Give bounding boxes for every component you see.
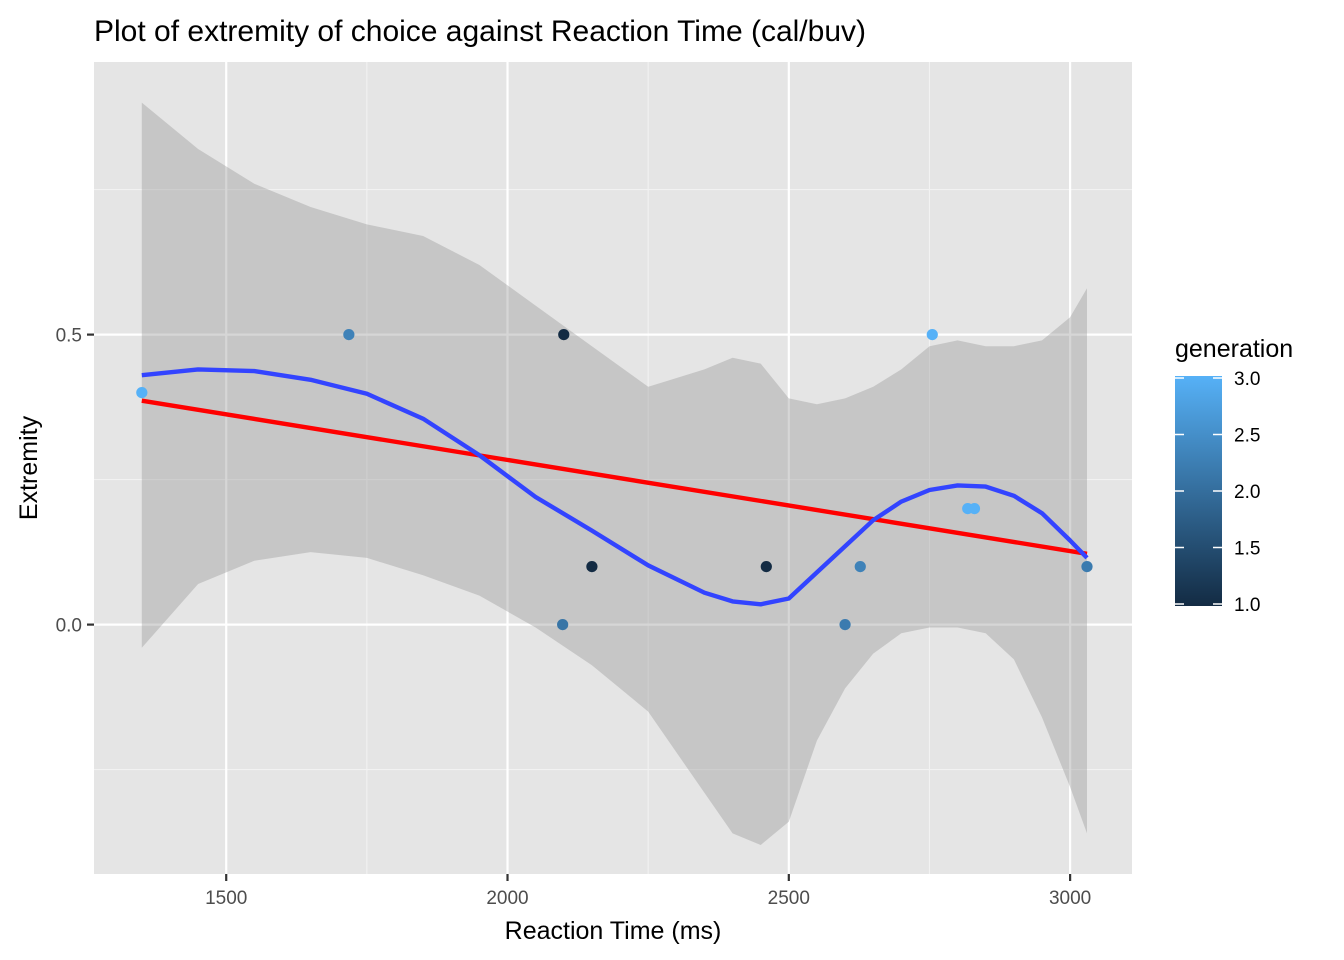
- x-tick-label: 2000: [486, 888, 528, 909]
- data-point: [558, 329, 570, 341]
- data-point: [557, 619, 569, 631]
- legend-ticks: 1.0 1.5 2.0 2.5 3.0: [1175, 369, 1260, 616]
- legend: generation 1.0 1.5 2.0 2.5 3.0: [1175, 335, 1293, 616]
- data-point: [839, 619, 851, 631]
- legend-tick-label: 2.0: [1234, 482, 1260, 503]
- linear-fit-line: [141, 398, 1088, 556]
- legend-title: generation: [1175, 335, 1293, 363]
- confidence-band-layer: [141, 102, 1088, 846]
- chart-title: Plot of extremity of choice against Reac…: [94, 15, 866, 48]
- data-point: [854, 561, 866, 573]
- data-point: [760, 561, 772, 573]
- x-axis-title: Reaction Time (ms): [505, 917, 722, 945]
- loess-fit-line: [141, 367, 1089, 607]
- data-point: [1081, 561, 1093, 573]
- minor-gridlines: [94, 62, 1132, 874]
- x-tick-label: 1500: [205, 888, 247, 909]
- plot-panel: [94, 62, 1132, 874]
- major-gridlines: [94, 62, 1132, 874]
- legend-tick-label: 1.5: [1234, 539, 1260, 560]
- data-point: [926, 329, 938, 341]
- data-point: [586, 561, 598, 573]
- data-points-layer: [136, 329, 1093, 631]
- y-tick-label: 0.0: [56, 616, 82, 637]
- x-axis-ticks: 1500 2000 2500 3000: [205, 874, 1091, 909]
- y-axis-ticks: 0.0 0.5: [56, 326, 94, 637]
- x-tick-label: 3000: [1049, 888, 1091, 909]
- confidence-band: [141, 102, 1088, 846]
- fit-lines-layer: [141, 367, 1089, 607]
- y-axis-title: Extremity: [15, 415, 43, 520]
- x-tick-label: 2500: [768, 888, 810, 909]
- data-point: [968, 503, 981, 515]
- legend-tick-label: 1.0: [1234, 595, 1260, 616]
- y-tick-label: 0.5: [56, 326, 82, 347]
- legend-tick-label: 2.5: [1234, 426, 1260, 447]
- legend-tick-label: 3.0: [1234, 369, 1260, 390]
- data-point: [136, 387, 148, 399]
- data-point: [343, 329, 355, 341]
